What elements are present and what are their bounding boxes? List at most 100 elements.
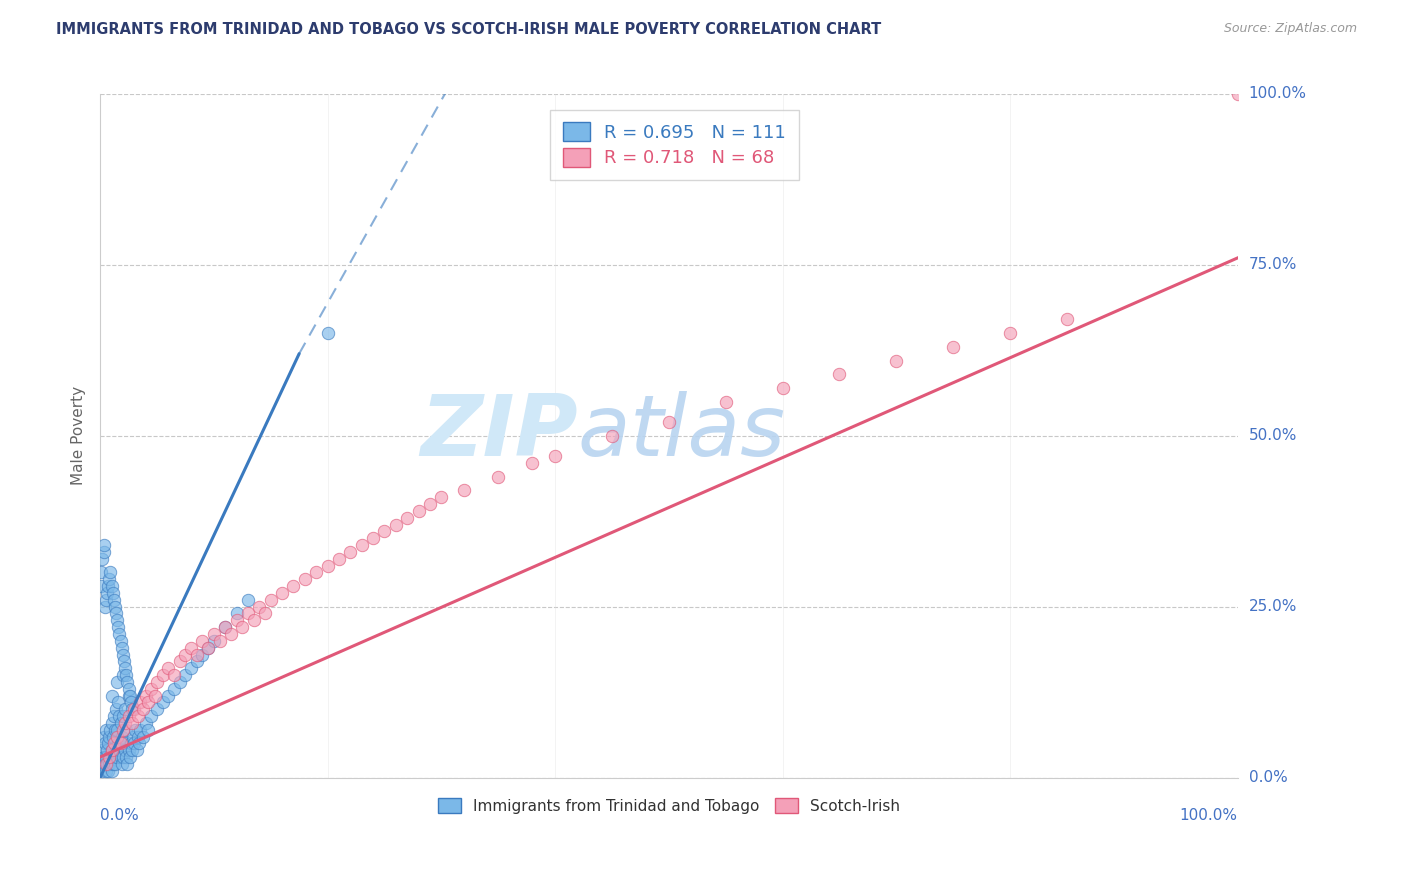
Point	[419, 497, 441, 511]
Point	[197, 640, 219, 655]
Point	[94, 723, 117, 737]
Point	[110, 736, 132, 750]
Point	[114, 661, 136, 675]
Point	[108, 627, 131, 641]
Point	[104, 756, 127, 771]
Point	[98, 723, 121, 737]
Text: 100.0%: 100.0%	[1180, 808, 1237, 823]
Point	[283, 579, 305, 593]
Point	[98, 756, 121, 771]
Point	[998, 326, 1021, 340]
Point	[247, 599, 270, 614]
Point	[103, 592, 125, 607]
Point	[105, 730, 128, 744]
Point	[100, 689, 122, 703]
Point	[105, 674, 128, 689]
Point	[225, 607, 247, 621]
Point	[128, 736, 150, 750]
Point	[271, 586, 294, 600]
Point	[98, 750, 121, 764]
Point	[94, 756, 117, 771]
Point	[120, 695, 142, 709]
Point	[129, 723, 152, 737]
Point	[214, 620, 236, 634]
Point	[361, 531, 384, 545]
Point	[111, 750, 134, 764]
Point	[169, 674, 191, 689]
Point	[98, 572, 121, 586]
Point	[174, 668, 197, 682]
Text: 25.0%: 25.0%	[1249, 599, 1296, 615]
Point	[115, 668, 138, 682]
Point	[117, 709, 139, 723]
Point	[98, 566, 121, 580]
Point	[111, 648, 134, 662]
Point	[125, 743, 148, 757]
Point	[127, 730, 149, 744]
Point	[136, 723, 159, 737]
Point	[219, 627, 242, 641]
Point	[143, 689, 166, 703]
Text: 75.0%: 75.0%	[1249, 257, 1296, 272]
Point	[254, 607, 277, 621]
Text: 0.0%: 0.0%	[100, 808, 139, 823]
Point	[135, 715, 157, 730]
Point	[91, 764, 114, 778]
Text: Source: ZipAtlas.com: Source: ZipAtlas.com	[1223, 22, 1357, 36]
Point	[316, 558, 339, 573]
Point	[408, 504, 430, 518]
Point	[111, 640, 134, 655]
Point	[121, 715, 143, 730]
Point	[191, 633, 214, 648]
Text: 100.0%: 100.0%	[1249, 87, 1306, 102]
Point	[96, 756, 118, 771]
Point	[202, 633, 225, 648]
Point	[90, 566, 112, 580]
Point	[294, 572, 316, 586]
Point	[101, 730, 124, 744]
Text: IMMIGRANTS FROM TRINIDAD AND TOBAGO VS SCOTCH-IRISH MALE POVERTY CORRELATION CHA: IMMIGRANTS FROM TRINIDAD AND TOBAGO VS S…	[56, 22, 882, 37]
Point	[101, 756, 124, 771]
Point	[93, 545, 115, 559]
Point	[114, 715, 136, 730]
Point	[141, 709, 163, 723]
Point	[1226, 87, 1249, 101]
Point	[305, 566, 328, 580]
Point	[146, 702, 169, 716]
Point	[136, 695, 159, 709]
Point	[1056, 312, 1078, 326]
Point	[115, 723, 138, 737]
Point	[118, 689, 141, 703]
Point	[93, 750, 115, 764]
Point	[110, 715, 132, 730]
Point	[103, 750, 125, 764]
Point	[174, 648, 197, 662]
Point	[828, 367, 851, 381]
Point	[122, 702, 145, 716]
Point	[100, 743, 122, 757]
Point	[100, 743, 122, 757]
Point	[135, 689, 157, 703]
Point	[373, 524, 395, 539]
Point	[93, 730, 115, 744]
Point	[186, 648, 208, 662]
Point	[132, 702, 155, 716]
Point	[430, 490, 453, 504]
Point	[202, 627, 225, 641]
Point	[208, 633, 231, 648]
Point	[117, 674, 139, 689]
Point	[658, 415, 681, 429]
Point	[107, 695, 129, 709]
Point	[101, 586, 124, 600]
Point	[127, 709, 149, 723]
Point	[108, 709, 131, 723]
Point	[112, 736, 135, 750]
Point	[98, 730, 121, 744]
Point	[107, 620, 129, 634]
Point	[328, 551, 350, 566]
Point	[90, 756, 112, 771]
Point	[97, 764, 120, 778]
Point	[600, 428, 623, 442]
Point	[180, 661, 202, 675]
Point	[107, 736, 129, 750]
